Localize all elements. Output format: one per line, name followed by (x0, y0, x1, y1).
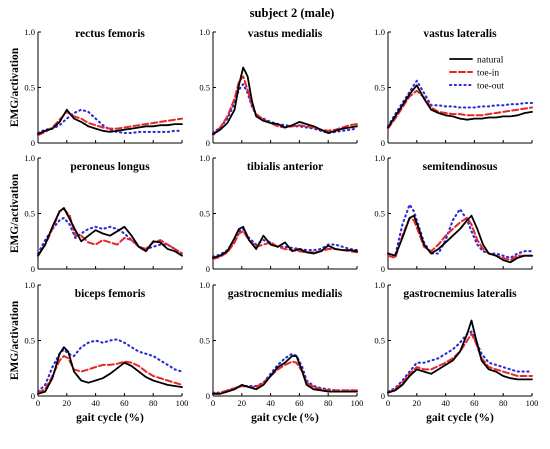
y-tick-label: 0 (206, 391, 210, 401)
panel-title: tibialis anterior (247, 161, 323, 173)
series-line-toe-out (211, 227, 359, 258)
figure-title: subject 2 (male) (250, 6, 335, 20)
series-line-toe-out (36, 108, 184, 135)
panel-peroneus-longus: 0 0.5 1.0 peroneus longus EMG/activation (9, 153, 184, 274)
legend-label-toe-in: toe-in (477, 69, 499, 79)
y-tick-label: 0 (381, 264, 385, 274)
y-tick-label: 1.0 (24, 27, 35, 37)
series-line-natural (387, 319, 533, 394)
y-tick-label: 0.5 (24, 336, 35, 346)
y-tick-label: 0.5 (374, 209, 385, 219)
x-tick-label: 100 (176, 398, 189, 408)
panel-title: gastrocnemius lateralis (403, 288, 517, 300)
x-tick-label: 40 (91, 398, 100, 408)
panel-vastus-medialis: 0 0.5 1.0 vastus medialis (199, 27, 359, 148)
panel-title: rectus femoris (75, 28, 145, 40)
y-axis-label: EMG/activation (9, 47, 21, 127)
x-tick-label: 0 (36, 398, 40, 408)
series-line-natural (212, 225, 358, 259)
x-tick-label: 40 (266, 398, 275, 408)
y-tick-label: 1.0 (199, 27, 210, 37)
series-line-toe-in (212, 75, 358, 137)
x-tick-label: 80 (149, 398, 158, 408)
y-tick-label: 0 (206, 264, 210, 274)
legend-label-natural: natural (477, 56, 504, 66)
y-tick-label: 0 (31, 138, 35, 148)
y-tick-label: 0 (381, 138, 385, 148)
y-tick-label: 1.0 (24, 280, 35, 290)
panel-rectus-femoris: 0 0.5 1.0 rectus femoris EMG/activation (9, 27, 184, 148)
x-tick-label: 60 (120, 398, 129, 408)
series-line-natural (212, 66, 358, 136)
panels: 0 0.5 1.0 rectus femoris EMG/activation 0 0.5 1… (9, 27, 538, 424)
y-tick-label: 0.5 (199, 336, 210, 346)
series-line-natural (37, 108, 183, 136)
panel-title: semitendinosus (423, 161, 498, 173)
panel-gastrocnemius-medialis: 0 0.5 1.0 0 20 40 60 80 100 gastrocnemius mediali… (199, 280, 363, 424)
series-line-toe-in (387, 216, 533, 262)
x-tick-label: 20 (238, 398, 247, 408)
series-line-natural (387, 84, 533, 129)
series-line-toe-out (211, 352, 359, 394)
y-tick-label: 0.5 (24, 209, 35, 219)
y-tick-label: 0 (31, 264, 35, 274)
x-tick-label: 20 (413, 398, 422, 408)
x-tick-label: 40 (441, 398, 450, 408)
x-tick-label: 100 (351, 398, 364, 408)
x-axis-label: gait cycle (%) (76, 412, 144, 424)
panel-semitendinosus: 0 0.5 1.0 semitendinosus (374, 153, 534, 274)
y-axis-label: EMG/activation (9, 300, 21, 380)
series-line-natural (212, 355, 358, 395)
panel-title: peroneus longus (70, 161, 150, 173)
series-line-toe-out (386, 330, 534, 393)
series-line-toe-in (387, 332, 533, 394)
y-tick-label: 0.5 (374, 336, 385, 346)
x-tick-label: 20 (63, 398, 72, 408)
series-line-toe-in (212, 230, 358, 260)
panel-gastrocnemius-lateralis: 0 0.5 1.0 0 20 40 60 80 100 gastrocnemius lateral… (374, 280, 538, 424)
panel-title: gastrocnemius medialis (228, 288, 343, 300)
y-tick-label: 0.5 (24, 83, 35, 93)
panel-title: biceps femoris (75, 288, 146, 300)
y-axis-label: EMG/activation (9, 173, 21, 253)
y-tick-label: 0.5 (199, 83, 210, 93)
y-tick-label: 0.5 (374, 83, 385, 93)
y-tick-label: 1.0 (199, 153, 210, 163)
y-tick-label: 1.0 (199, 280, 210, 290)
y-tick-label: 0 (206, 138, 210, 148)
series-line-toe-out (386, 79, 534, 128)
x-axis-label: gait cycle (%) (426, 412, 494, 424)
x-tick-label: 80 (324, 398, 333, 408)
x-tick-label: 100 (526, 398, 539, 408)
series-line-natural (387, 214, 533, 264)
series-line-toe-out (386, 203, 534, 259)
series-line-toe-in (37, 355, 183, 394)
y-tick-label: 0.5 (199, 209, 210, 219)
legend-label-toe-out: toe-out (477, 82, 504, 92)
x-tick-label: 60 (470, 398, 479, 408)
y-tick-label: 1.0 (374, 27, 385, 37)
series-line-toe-in (37, 208, 183, 257)
y-tick-label: 1.0 (374, 280, 385, 290)
panel-vastus-lateralis: 0 0.5 1.0 vastus lateralis natural toe-in toe-… (374, 27, 534, 148)
panel-title: vastus medialis (248, 28, 323, 40)
y-tick-label: 1.0 (24, 153, 35, 163)
series-line-natural (37, 346, 183, 395)
x-tick-label: 80 (499, 398, 508, 408)
series-line-toe-in (387, 89, 533, 130)
x-tick-label: 60 (295, 398, 304, 408)
y-tick-label: 1.0 (374, 153, 385, 163)
y-tick-label: 0 (381, 391, 385, 401)
legend: natural toe-in toe-out (448, 56, 504, 92)
x-tick-label: 0 (386, 398, 390, 408)
x-axis-label: gait cycle (%) (251, 412, 319, 424)
y-tick-label: 0 (31, 391, 35, 401)
series-line-natural (37, 206, 183, 257)
panel-tibialis-anterior: 0 0.5 1.0 tibialis anterior (199, 153, 359, 274)
x-tick-label: 0 (211, 398, 215, 408)
series-line-toe-out (36, 216, 184, 255)
panel-biceps-femoris: 0 0.5 1.0 0 20 40 60 80 100 biceps femoris EMG/act… (9, 280, 188, 424)
panel-title: vastus lateralis (423, 28, 497, 40)
